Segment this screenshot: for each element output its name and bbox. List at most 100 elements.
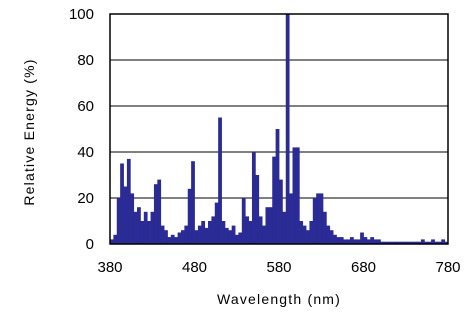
spectrum-bar xyxy=(201,221,206,244)
spectrum-bar xyxy=(238,232,243,244)
spectrum-bar xyxy=(339,237,344,244)
spectrum-bar xyxy=(407,241,412,244)
x-axis-title: Wavelength (nm) xyxy=(217,291,341,307)
x-tick-label: 580 xyxy=(266,259,291,276)
spectrum-bar xyxy=(353,239,358,244)
spectrum-bar xyxy=(255,175,260,244)
spectrum-bar xyxy=(211,216,216,244)
spectrum-bar xyxy=(370,237,375,244)
y-axis-title: Relative Energy (%) xyxy=(21,58,37,205)
spectrum-bar xyxy=(228,230,233,244)
spectrum-bar xyxy=(444,241,449,244)
spectrum-bar xyxy=(224,227,229,244)
spectrum-bar xyxy=(241,198,246,244)
spectrum-bar xyxy=(184,225,189,244)
spectrum-bar xyxy=(251,152,256,244)
spectrum-bar xyxy=(329,230,334,244)
spectrum-bar xyxy=(116,198,121,244)
spectrum-bar xyxy=(316,193,320,244)
spectrum-bar xyxy=(130,193,135,244)
plot-frame xyxy=(109,13,449,245)
spectrum-bar xyxy=(282,211,287,244)
spectrum-bar xyxy=(336,237,341,244)
spectrum-bar xyxy=(160,225,165,244)
spectrum-bar xyxy=(208,221,212,244)
spectrum-bar xyxy=(410,241,415,244)
spectrum-bar xyxy=(272,156,277,244)
spectrum-bar xyxy=(441,239,446,244)
x-tick-label: 480 xyxy=(182,259,207,276)
spectrum-bar xyxy=(164,230,168,244)
spectrum-bar xyxy=(427,241,432,244)
spectrum-bar xyxy=(292,147,297,244)
spectrum-bar xyxy=(248,221,253,244)
y-tick-label: 60 xyxy=(77,98,94,115)
spectrum-bar xyxy=(333,234,337,244)
spectrum-bar xyxy=(356,239,361,244)
spectrum-bar xyxy=(218,117,222,244)
spectrum-bar xyxy=(268,207,273,244)
spectrum-bar xyxy=(390,241,395,244)
spectrum-bar xyxy=(113,234,118,244)
spectrum-bar xyxy=(170,234,175,244)
spectrum-bar xyxy=(110,239,114,244)
spectrum-bar xyxy=(150,211,155,244)
spectrum-bar xyxy=(420,239,425,244)
spectrum-bar xyxy=(265,207,270,244)
spectrum-bar xyxy=(373,239,378,244)
spectrum-bar xyxy=(326,225,331,244)
spectrum-bar xyxy=(431,239,435,244)
spectrum-bar xyxy=(377,239,381,244)
spectrum-bar xyxy=(153,184,158,244)
spectrum-bar xyxy=(197,225,202,244)
spectrum-bar xyxy=(245,216,249,244)
spectrum-bar xyxy=(214,202,219,244)
spectrum-bar xyxy=(312,198,317,244)
spectrum-bar xyxy=(295,147,300,244)
spectrum-bar xyxy=(221,221,226,244)
spectrum-bar xyxy=(177,232,182,244)
spectrum-bar xyxy=(424,241,429,244)
spectrum-bar xyxy=(285,14,290,244)
y-tick-label: 40 xyxy=(77,144,94,161)
spectrum-bar xyxy=(346,239,351,244)
y-tick-label: 80 xyxy=(77,52,94,69)
spectrum-bar xyxy=(417,241,422,244)
spectrum-bar xyxy=(167,237,172,244)
spectrum-bar xyxy=(275,129,280,244)
x-tick-label: 780 xyxy=(435,259,460,276)
spectrum-bar xyxy=(387,241,391,244)
spectrum-bar xyxy=(366,239,371,244)
x-tick-label: 380 xyxy=(97,259,122,276)
spectrum-bar xyxy=(235,234,239,244)
spectrum-bar xyxy=(133,211,138,244)
spectrum-bar xyxy=(299,221,304,244)
spectrum-bar xyxy=(289,193,293,244)
spectrum-bar xyxy=(137,207,141,244)
spectrum-bar xyxy=(204,227,209,244)
spectrum-bar xyxy=(404,241,408,244)
spectrum-bar xyxy=(302,225,307,244)
spectrum-bar xyxy=(349,237,354,244)
spectrum-bar xyxy=(140,221,145,244)
spectrum-bar xyxy=(383,241,388,244)
spectrum-bar xyxy=(434,241,439,244)
spectrum-bar xyxy=(143,211,148,244)
y-tick-labels: 0 20 40 60 80 100 xyxy=(69,6,94,253)
spectrum-bar xyxy=(147,221,151,244)
spectrum-bar xyxy=(231,225,236,244)
spectrum-bar xyxy=(258,216,263,244)
spectrum-bar xyxy=(363,237,368,244)
spectrum-bar xyxy=(174,237,178,244)
spectrum-bar xyxy=(157,179,162,244)
spectrum-bar xyxy=(414,241,418,244)
spectrum-bar xyxy=(400,241,405,244)
spectrum-bar xyxy=(319,193,324,244)
spectrum-bar xyxy=(393,241,398,244)
spectrum-bar xyxy=(343,239,347,244)
spectrum-bar xyxy=(306,230,310,244)
spectrum-bar xyxy=(262,225,266,244)
spectrum-bar xyxy=(191,161,195,244)
spectrum-bar xyxy=(322,211,327,244)
